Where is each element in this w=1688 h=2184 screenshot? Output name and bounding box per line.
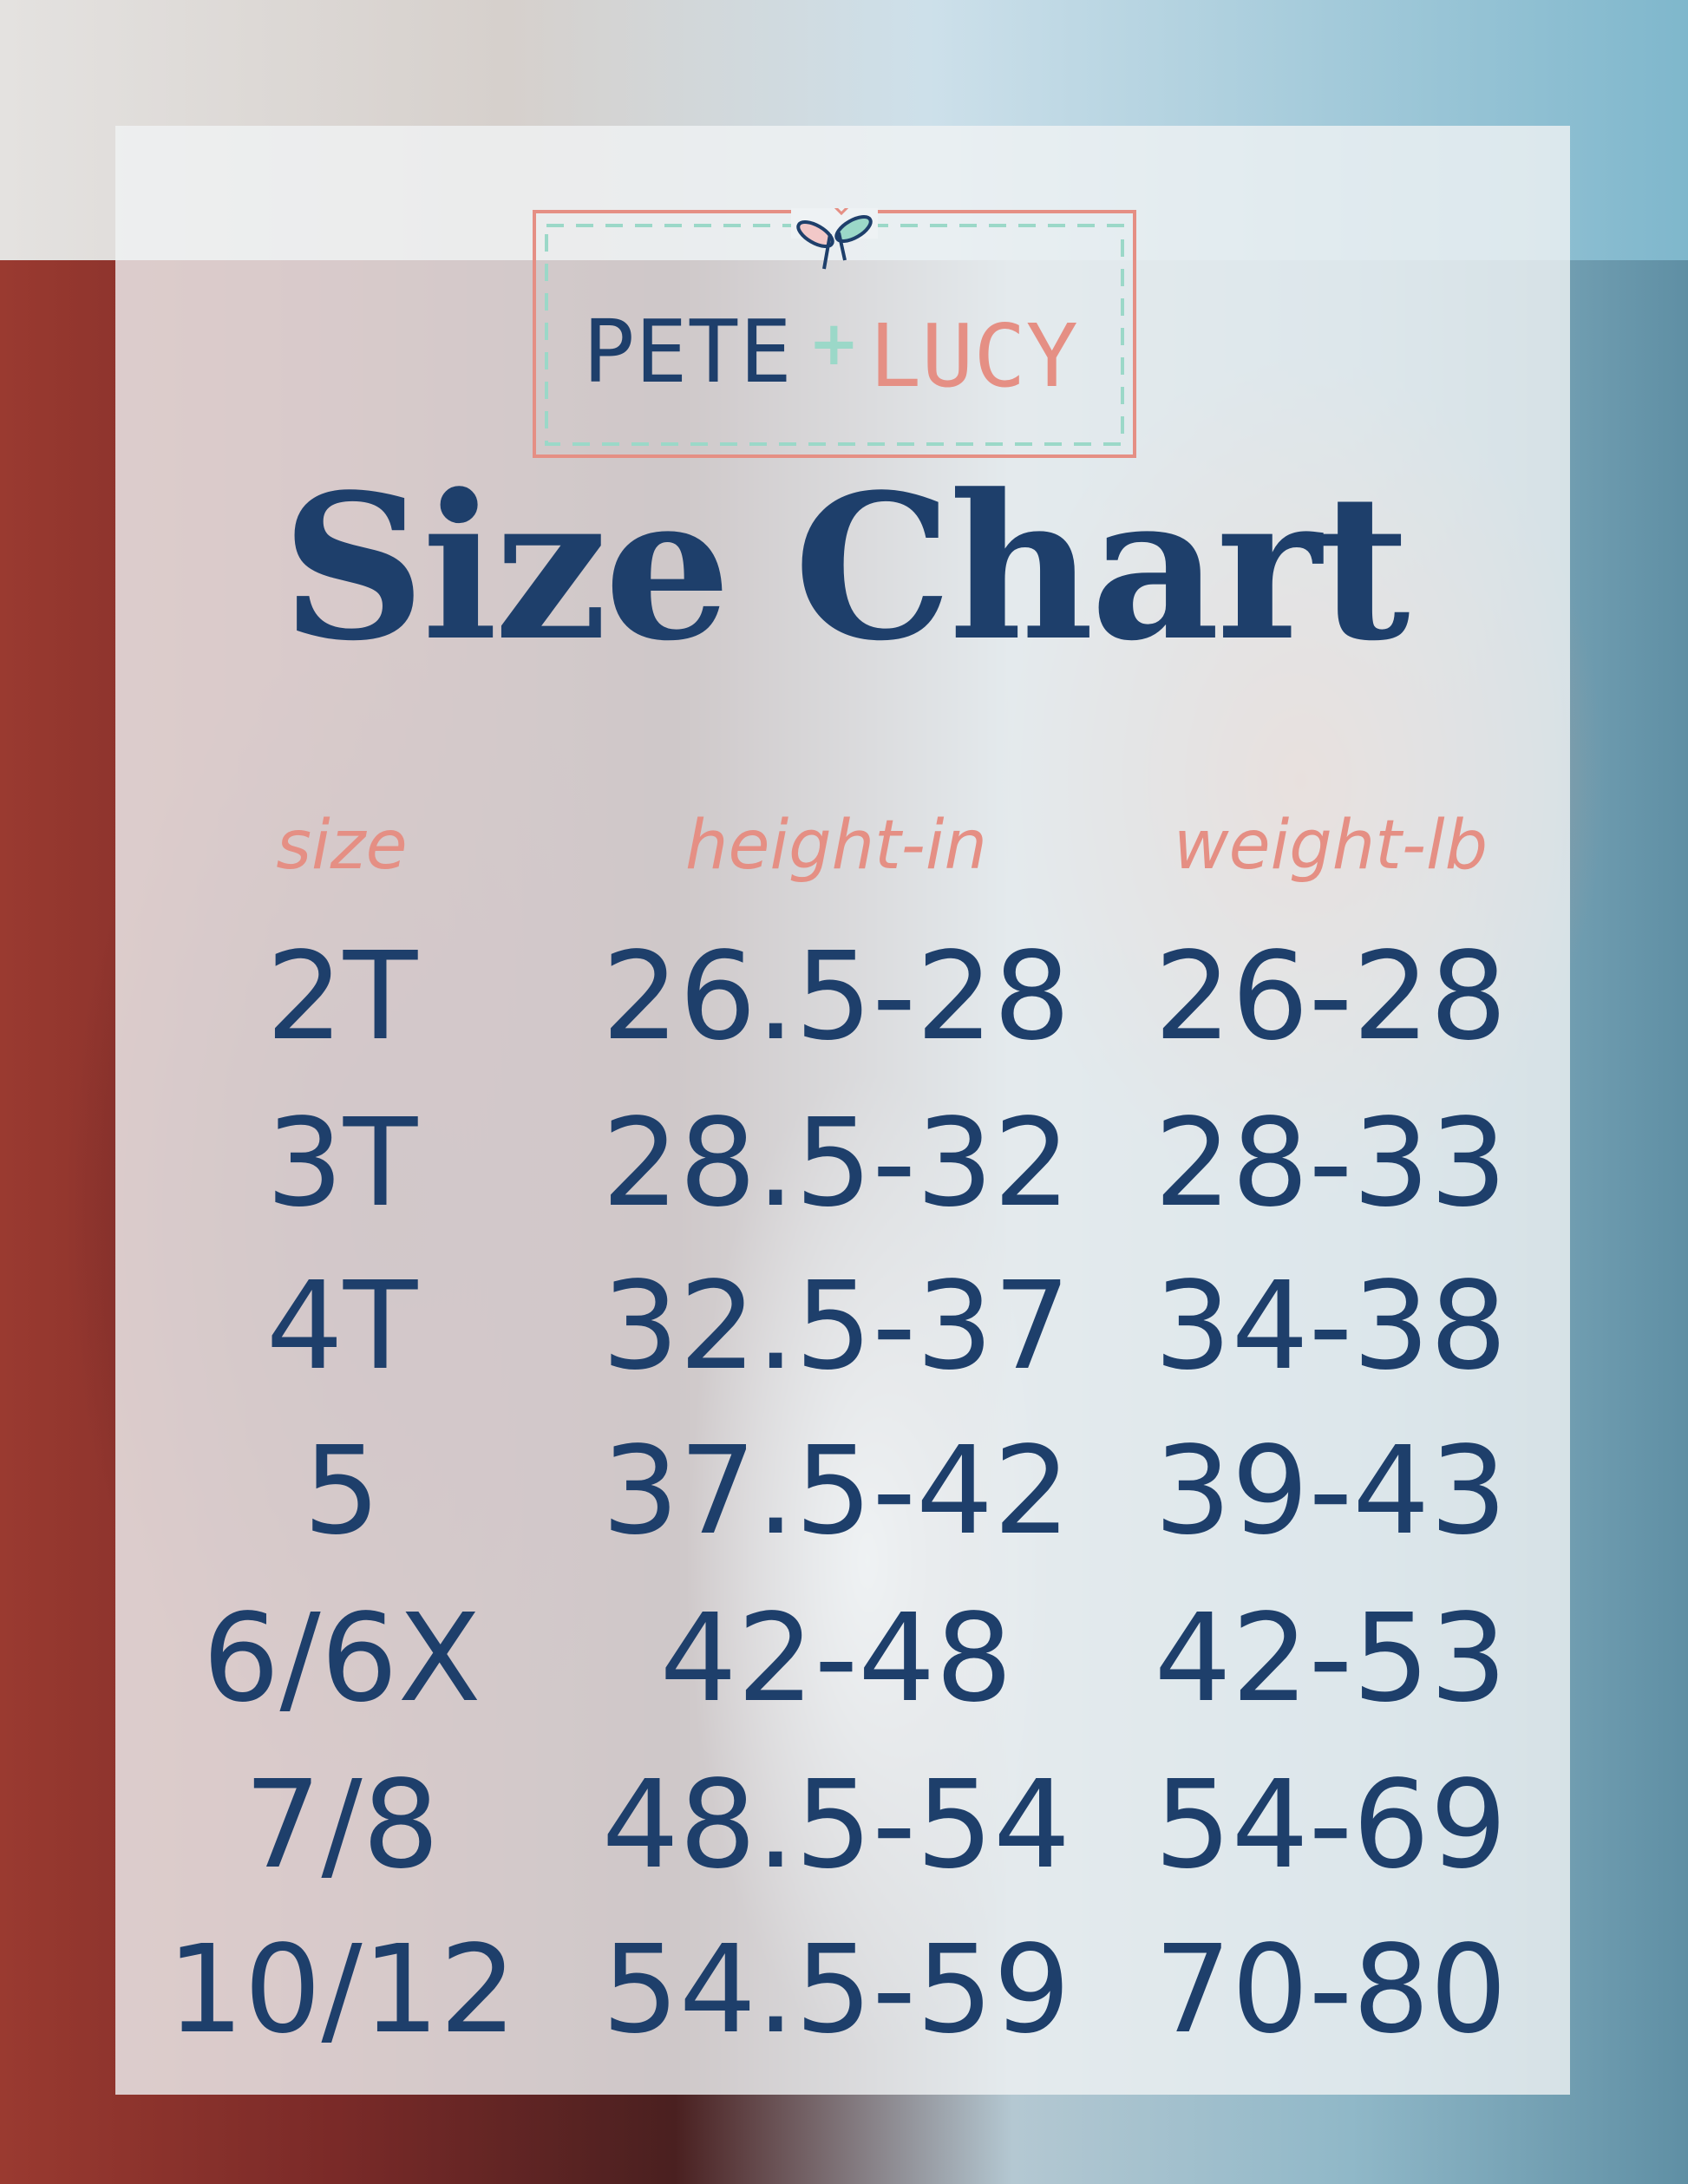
weight-cell: 42-53 [1154,1588,1508,1730]
column-header-height: height-in [685,807,987,885]
column-header-size: size [276,807,408,885]
size-cell: 4T [265,1256,418,1397]
size-cell: 10/12 [167,1919,517,2061]
weight-cell: 39-43 [1154,1421,1508,1562]
weight-cell: 70-80 [1154,1919,1508,2061]
weight-cell: 34-38 [1154,1256,1508,1397]
size-cell: 5 [303,1421,381,1562]
height-cell: 28.5-32 [601,1093,1071,1234]
page-title: Size Chart [281,451,1410,685]
height-cell: 54.5-59 [601,1919,1071,2061]
height-cell: 26.5-28 [601,926,1071,1068]
brand-name-left: PETE [583,301,792,402]
height-cell: 48.5-54 [601,1755,1071,1896]
height-cell: 42-48 [659,1588,1013,1730]
size-cell: 7/8 [244,1755,440,1896]
weight-cell: 54-69 [1154,1755,1508,1896]
weight-cell: 26-28 [1154,926,1508,1068]
size-cell: 2T [265,926,418,1068]
height-cell: 37.5-42 [601,1421,1071,1562]
size-cell: 6/6X [202,1588,481,1730]
brand-name-right: LUCY [869,305,1078,407]
pete-lucy-logo: PETE + LUCY [533,208,1136,458]
size-chart-panel [115,126,1570,2095]
heart-icon [834,208,849,216]
size-cell: 3T [265,1093,418,1234]
weight-cell: 28-33 [1154,1093,1508,1234]
column-header-weight: weight-lb [1173,807,1488,885]
butterfly-icon [796,215,873,270]
height-cell: 32.5-37 [601,1256,1071,1397]
brand-plus: + [808,308,860,379]
